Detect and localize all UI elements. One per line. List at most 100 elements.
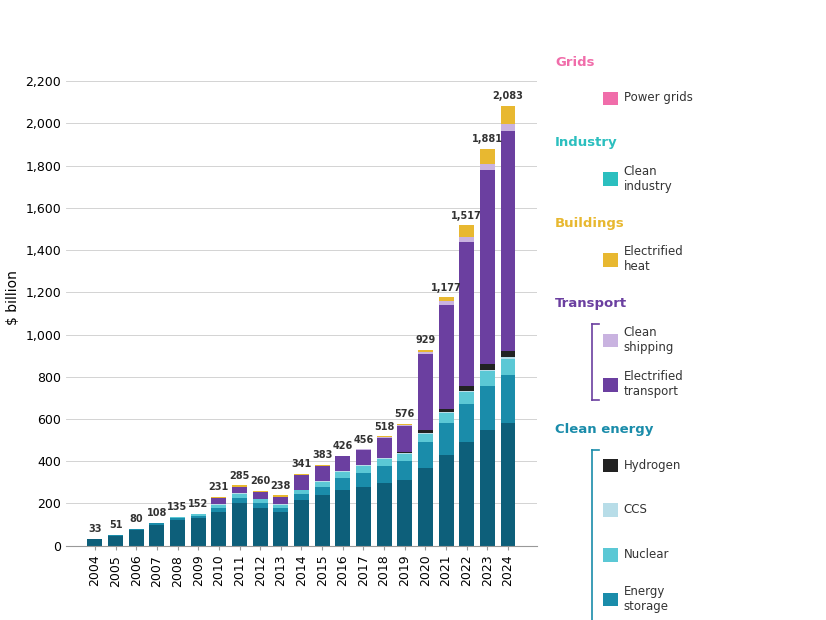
Bar [377,436,392,438]
Bar [418,430,433,433]
Text: 426: 426 [333,441,353,451]
Bar [150,525,164,546]
Bar [232,503,247,546]
Text: 135: 135 [168,502,188,513]
Text: 1,881: 1,881 [472,134,503,144]
Bar [459,226,474,237]
Bar [273,512,288,546]
Text: 518: 518 [374,422,394,432]
Bar [480,364,495,370]
Text: 383: 383 [312,450,332,460]
Bar [501,131,515,350]
Bar [315,482,330,487]
Bar [335,490,350,546]
Bar [501,374,515,423]
Bar [418,434,433,442]
Bar [439,305,453,409]
Text: Clean
shipping: Clean shipping [624,326,674,354]
Bar [273,508,288,512]
Bar [315,495,330,546]
Text: 33: 33 [88,524,102,534]
Text: 341: 341 [292,459,311,469]
Bar [501,359,515,374]
Bar [232,494,247,498]
Text: Grids: Grids [555,56,595,68]
Bar [439,455,453,546]
Bar [170,518,185,520]
Bar [232,485,247,487]
Text: Industry: Industry [555,136,618,149]
Bar [315,466,330,481]
Bar [439,423,453,455]
Bar [211,498,226,505]
Text: 231: 231 [209,482,229,492]
Bar [150,523,164,525]
Bar [211,497,226,498]
Bar [397,426,412,453]
Bar [439,301,453,305]
Bar [294,494,309,500]
Text: 238: 238 [271,480,291,490]
Text: Electrified
transport: Electrified transport [624,370,683,399]
Text: 1,517: 1,517 [451,211,482,221]
Text: 108: 108 [147,508,167,518]
Bar [253,499,268,503]
Bar [335,456,350,471]
Text: CCS: CCS [624,503,648,516]
Text: 456: 456 [354,435,373,445]
Bar [377,466,392,484]
Bar [439,297,453,301]
Bar [315,481,330,482]
Text: Clean
industry: Clean industry [624,164,672,193]
Text: Nuclear: Nuclear [624,548,669,560]
Bar [191,513,206,516]
Text: 260: 260 [250,476,270,486]
Text: 1,177: 1,177 [430,283,462,293]
Bar [377,484,392,546]
Bar [480,164,495,170]
Bar [397,453,412,454]
Bar [335,478,350,490]
Bar [501,124,515,131]
Bar [335,472,350,478]
Bar [108,535,123,536]
Bar [253,492,268,498]
Bar [418,433,433,434]
Bar [232,487,247,494]
Text: 2,083: 2,083 [492,91,524,101]
Bar [315,465,330,466]
Text: 152: 152 [188,499,208,509]
Bar [418,355,433,430]
Bar [232,498,247,503]
Bar [356,450,371,465]
Bar [273,497,288,504]
Bar [480,371,495,386]
Bar [397,425,412,426]
Bar [480,370,495,371]
Text: 51: 51 [109,520,122,530]
Bar [439,409,453,412]
Bar [273,495,288,497]
Bar [88,539,102,546]
Bar [211,505,226,508]
Bar [418,467,433,546]
Bar [459,242,474,386]
Text: 929: 929 [415,335,435,345]
Bar [459,386,474,391]
Bar [418,352,433,355]
Bar [211,508,226,512]
Bar [377,458,392,459]
Bar [480,170,495,364]
Bar [397,454,412,461]
Bar [129,530,144,546]
Bar [191,516,206,518]
Text: Buildings: Buildings [555,217,624,229]
Bar [459,392,474,404]
Bar [211,512,226,546]
Bar [377,438,392,458]
Bar [356,487,371,546]
Text: 576: 576 [395,409,415,419]
Bar [501,106,515,124]
Bar [294,500,309,546]
Bar [480,386,495,430]
